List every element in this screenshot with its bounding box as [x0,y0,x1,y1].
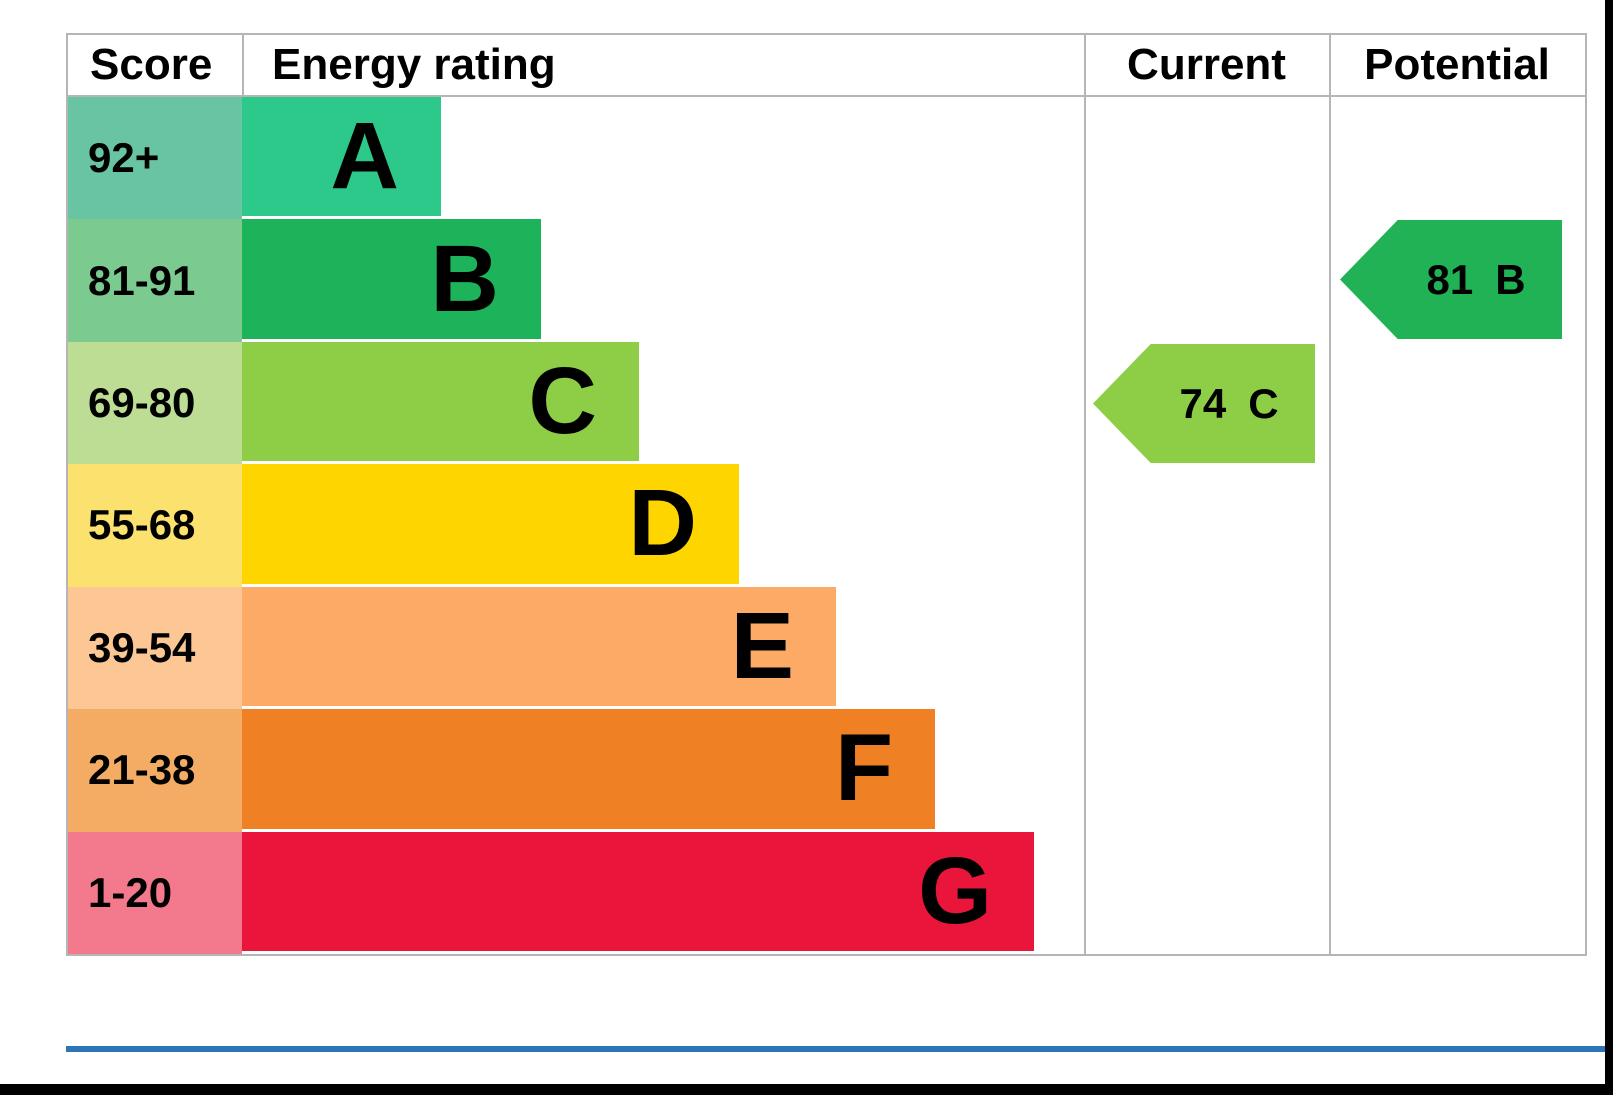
band-row: 92+ A [68,97,1585,220]
band-score-label: 21-38 [88,746,196,794]
band-bar: B [242,219,541,342]
band-letter: C [528,348,597,455]
band-letter: F [834,715,893,822]
current-column-divider [1084,35,1086,954]
band-letter: A [330,103,399,210]
band-bar: G [242,831,1034,954]
bottom-black-strip [0,1084,1613,1095]
band-row: 39-54 E [68,586,1585,710]
potential-rating-band: B [1495,255,1526,303]
band-bar: F [242,709,935,832]
band-score-cell: 81-91 [68,219,242,342]
band-score-label: 69-80 [88,379,196,427]
band-bar: A [242,97,441,220]
band-letter: E [730,592,794,699]
band-letter: B [430,225,499,332]
band-score-label: 92+ [88,134,160,182]
header-current: Current [1127,40,1286,89]
band-score-label: 1-20 [88,868,173,916]
score-column-divider [242,35,244,95]
header-potential: Potential [1364,40,1550,89]
potential-rating-value: 81 [1426,255,1474,303]
band-row: 21-38 F [68,709,1585,832]
band-letter: G [918,837,992,944]
current-rating-band: C [1248,379,1279,427]
band-score-cell: 21-38 [68,709,242,832]
band-row: 81-91 B [68,219,1585,342]
band-score-cell: 69-80 [68,341,242,465]
band-row: 1-20 G [68,831,1585,954]
band-rows: 92+ A 81-91 B 69-80 C 55-68 D 39-54 [68,97,1585,954]
band-row: 55-68 D [68,464,1585,587]
band-letter: D [628,470,697,577]
band-bar: C [242,341,639,465]
table-header: Score Energy rating Current Potential [68,35,1585,95]
band-score-label: 81-91 [88,256,196,304]
band-score-label: 55-68 [88,501,196,549]
header-energy-rating: Energy rating [272,40,556,89]
current-rating-value: 74 [1179,379,1227,427]
band-score-label: 39-54 [88,623,196,671]
band-row: 69-80 C [68,341,1585,465]
blue-rule [66,1046,1613,1052]
header-divider [68,95,1585,97]
potential-column-divider [1329,35,1331,954]
band-score-cell: 39-54 [68,586,242,710]
band-score-cell: 92+ [68,97,242,220]
band-bar: D [242,464,739,587]
band-score-cell: 1-20 [68,831,242,954]
epc-table: Score Energy rating Current Potential 92… [66,33,1587,956]
band-score-cell: 55-68 [68,464,242,587]
right-black-strip [1605,0,1613,1095]
header-score: Score [90,40,213,89]
band-bar: E [242,586,836,710]
